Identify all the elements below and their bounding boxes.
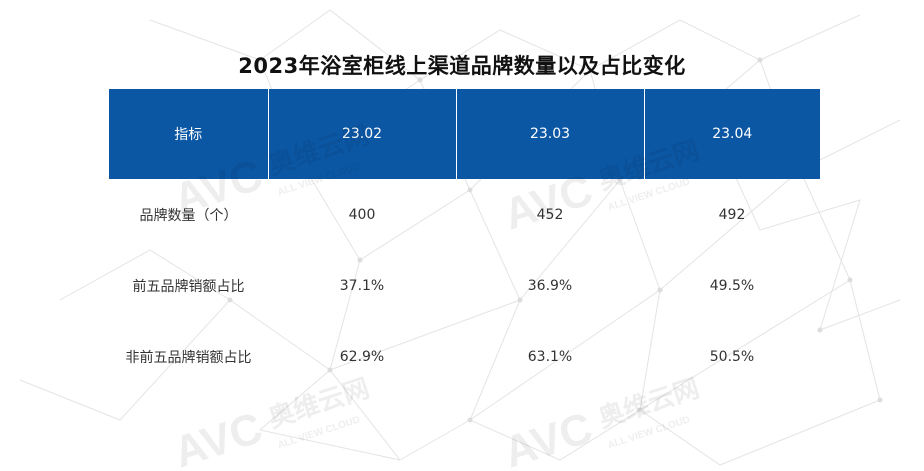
table-row: 品牌数量（个） 400 452 492 xyxy=(109,179,820,250)
row-label: 非前五品牌销额占比 xyxy=(125,349,252,366)
table-cell: 492 xyxy=(718,206,746,223)
table-cell: 452 xyxy=(536,206,564,223)
header-cell-23-04: 23.04 xyxy=(643,89,820,179)
avc-watermark-logo: AVC 奥维云网 ALL VIEW CLOUD xyxy=(168,120,373,225)
table-row: 非前五品牌销额占比 62.9% 63.1% 50.5% xyxy=(109,321,820,392)
row-label: 前五品牌销额占比 xyxy=(132,278,245,295)
table-cell: 37.1% xyxy=(339,277,385,294)
row-label: 品牌数量（个） xyxy=(139,207,238,224)
table-row: 前五品牌销额占比 37.1% 36.9% 49.5% xyxy=(109,250,820,321)
table-cell: 63.1% xyxy=(527,348,573,365)
table-cell: 62.9% xyxy=(339,348,385,365)
avc-watermark-logo: AVC 奥维云网 ALL VIEW CLOUD xyxy=(498,135,703,240)
chart-title: 2023年浴室柜线上渠道品牌数量以及占比变化 xyxy=(238,54,686,79)
avc-watermark-logo: AVC 奥维云网 ALL VIEW CLOUD xyxy=(498,373,703,471)
table-header-row: 指标 23.02 23.03 23.04 xyxy=(109,89,820,179)
table-cell: 36.9% xyxy=(527,277,573,294)
avc-watermark-logo: AVC 奥维云网 ALL VIEW CLOUD xyxy=(168,373,373,471)
header-cell-23-02: 23.02 xyxy=(267,89,456,179)
svg-text:AVC: AVC xyxy=(498,403,598,471)
table-cell: 400 xyxy=(348,206,376,223)
svg-text:AVC: AVC xyxy=(168,403,268,471)
svg-text:AVC: AVC xyxy=(498,165,598,239)
data-table: 指标 23.02 23.03 23.04 品牌数量（个） 400 452 492… xyxy=(109,89,820,392)
table-cell: 49.5% xyxy=(709,277,755,294)
header-cell-indicator: 指标 xyxy=(109,89,268,179)
header-cell-23-03: 23.03 xyxy=(455,89,644,179)
svg-text:AVC: AVC xyxy=(168,150,268,224)
table-cell: 50.5% xyxy=(709,348,755,365)
